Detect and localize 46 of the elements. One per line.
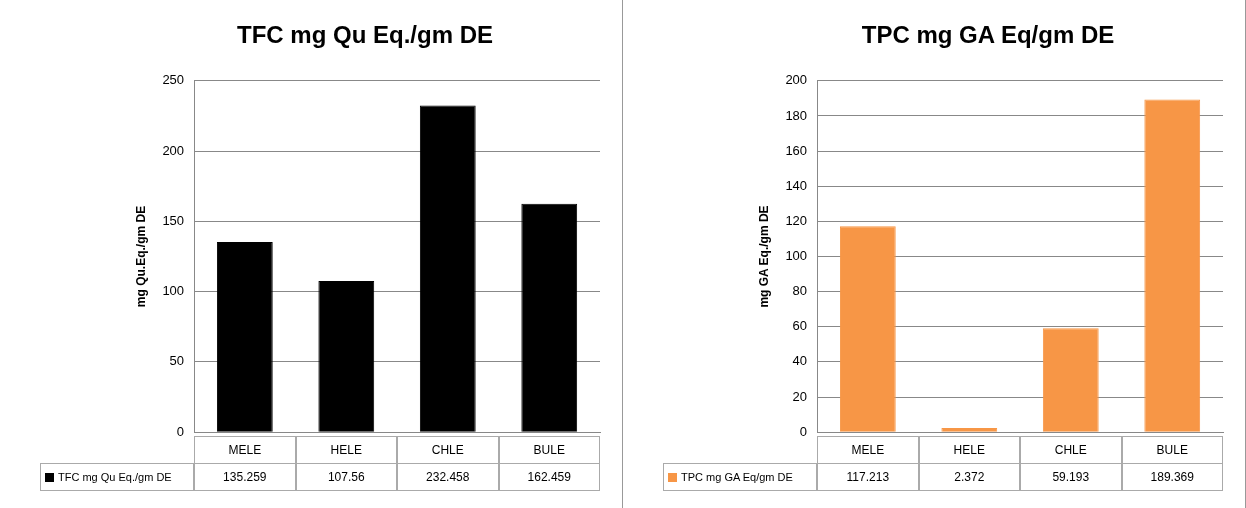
bar [1042,328,1099,432]
bar [318,281,375,432]
x-tick-label: HELE [918,436,1021,465]
y-tick-label: 200 [162,142,185,158]
y-tick-label: 140 [785,177,808,193]
bar [216,242,273,432]
y-axis-title: mg Qu.Eq./gm DE [133,205,148,308]
data-label: 162.459 [498,463,600,492]
y-tick-label: 200 [785,72,808,88]
legend-label: TFC mg Qu Eq./gm DE [40,463,195,492]
bar [521,203,578,432]
y-tick-label: 180 [785,107,808,123]
x-tick-label: BULE [498,436,600,465]
y-tick-label: 160 [785,142,808,158]
y-tick-label: 40 [792,353,808,369]
y-axis-title: mg GA Eq./gm DE [756,205,771,308]
y-tick-label: 150 [162,212,185,228]
x-tick-label: BULE [1121,436,1223,465]
y-tick-label: 50 [169,353,185,369]
bar [1144,99,1201,432]
y-tick-label: 120 [785,212,808,228]
chart-title: TPC mg GA Eq/gm DE [861,21,1115,49]
x-tick-label: MELE [194,436,296,465]
x-tick-label: CHLE [1020,436,1122,465]
data-label: 2.372 [918,463,1021,492]
y-tick-label: 0 [799,423,808,439]
data-label: 189.369 [1121,463,1223,492]
legend-label: TPC mg GA Eq/gm DE [663,463,818,492]
bar [839,226,896,432]
data-label: 135.259 [194,463,296,492]
y-tick-label: 20 [792,388,808,404]
bar [419,105,476,432]
y-tick-label: 100 [785,248,808,264]
y-tick-label: 100 [162,283,185,299]
x-tick-label: CHLE [397,436,499,465]
y-tick-label: 60 [792,318,808,334]
chart-title: TFC mg Qu Eq./gm DE [237,21,493,49]
y-tick-label: 250 [162,72,185,88]
data-label: 117.213 [817,463,919,492]
x-tick-label: HELE [295,436,398,465]
data-label: 59.193 [1020,463,1122,492]
x-tick-label: MELE [817,436,919,465]
data-label: 107.56 [295,463,398,492]
y-tick-label: 0 [176,423,185,439]
y-tick-label: 80 [792,283,808,299]
data-label: 232.458 [397,463,499,492]
